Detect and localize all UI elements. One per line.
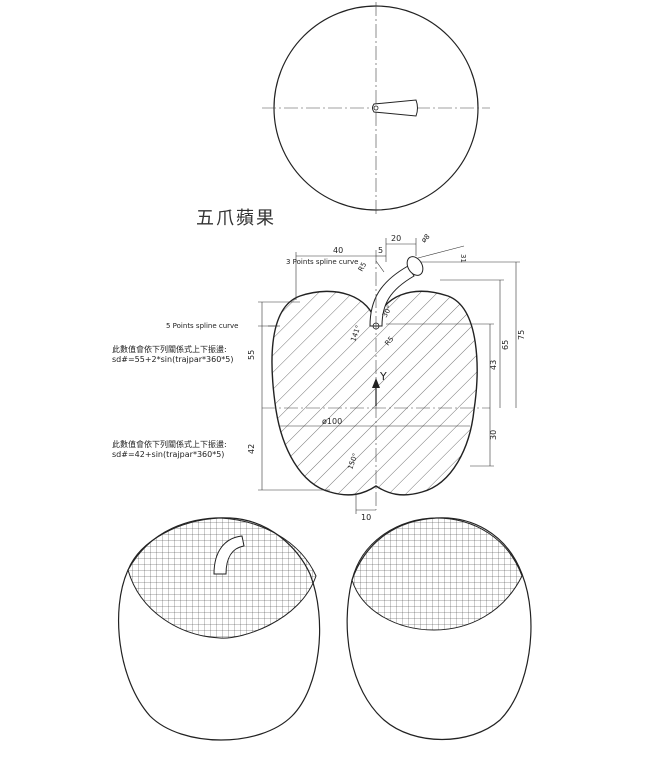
dim-30: 30 bbox=[489, 430, 498, 440]
apple-3d-right-mesh bbox=[351, 517, 523, 631]
upper-note-caption: 此數值會依下列關係式上下振盪: bbox=[112, 345, 227, 354]
y-axis-label: Y bbox=[379, 370, 387, 383]
dim-75: 75 bbox=[517, 330, 526, 340]
y-axis-arrowhead bbox=[372, 378, 380, 388]
apple-section-outline bbox=[271, 290, 478, 496]
upper-note-formula: sd#=55+2*sin(trajpar*360*5) bbox=[112, 355, 234, 364]
section-view: 40 5 20 ø8 31 55 42 75 65 43 30 ø100 10 … bbox=[166, 233, 526, 522]
apple-3d-left-stem bbox=[213, 535, 245, 575]
stem-end-ellipse bbox=[406, 256, 424, 276]
dim-40: 40 bbox=[333, 246, 343, 255]
page-title: 五爪蘋果 bbox=[196, 208, 276, 229]
lower-note-formula: sd#=42+sin(trajpar*360*5) bbox=[112, 450, 225, 459]
stem-top-view-pivot bbox=[373, 105, 379, 111]
radius-5-top: R5 bbox=[357, 261, 369, 273]
dim-65: 65 bbox=[501, 340, 510, 350]
apple-3d-view-no-stem bbox=[346, 517, 532, 741]
top-view bbox=[262, 2, 490, 214]
dim-100: ø100 bbox=[322, 417, 342, 426]
dim-5: 5 bbox=[378, 246, 383, 255]
dim-10: 10 bbox=[361, 513, 371, 522]
stem-section bbox=[369, 265, 415, 327]
dim-31: 31 bbox=[459, 254, 467, 263]
dim-43: 43 bbox=[489, 360, 498, 370]
dim-55: 55 bbox=[247, 350, 256, 360]
leader-lines bbox=[258, 260, 385, 327]
callout-5-points-spline: 5 Points spline curve bbox=[166, 322, 239, 330]
apple-3d-view-with-stem bbox=[118, 517, 321, 741]
lower-oscillation-note: 此數值會依下列關係式上下振盪: sd#=42+sin(trajpar*360*5… bbox=[112, 440, 227, 460]
lower-note-caption: 此數值會依下列關係式上下振盪: bbox=[112, 440, 227, 449]
upper-oscillation-note: 此數值會依下列關係式上下振盪: sd#=55+2*sin(trajpar*360… bbox=[112, 345, 234, 365]
dim-8: ø8 bbox=[420, 233, 432, 245]
dim-42: 42 bbox=[247, 444, 256, 454]
stem-pivot bbox=[372, 322, 380, 330]
callout-3-points-spline: 3 Points spline curve bbox=[286, 258, 359, 266]
apple-3d-left-mesh bbox=[127, 517, 317, 639]
stem-top-view bbox=[372, 99, 418, 117]
dim-20: 20 bbox=[391, 234, 401, 243]
